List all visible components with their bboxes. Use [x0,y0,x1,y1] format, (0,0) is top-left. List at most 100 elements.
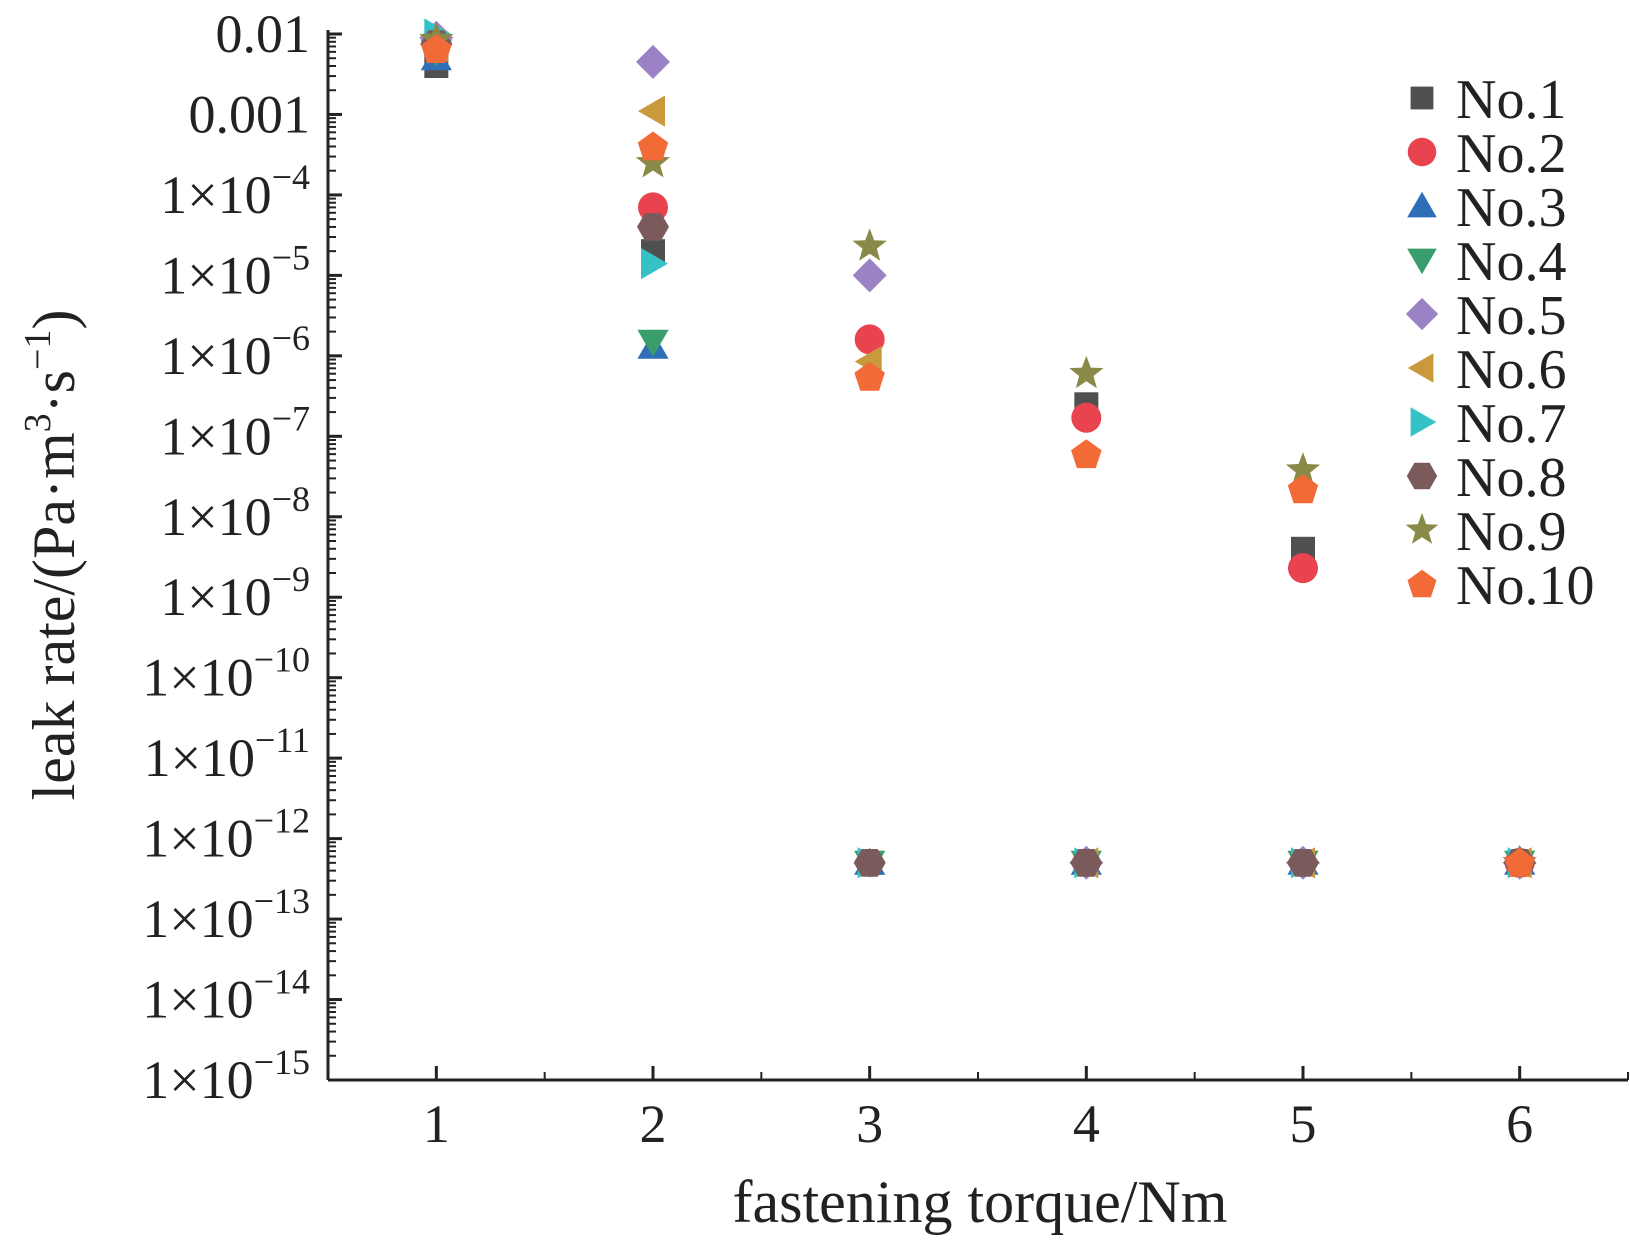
legend-label: No.5 [1456,285,1566,347]
y-axis-title-suffix: ) [21,310,87,330]
data-point [852,258,887,293]
series-9 [419,21,1537,878]
x-tick-label: 5 [1290,1094,1317,1154]
legend-marker [1406,462,1438,490]
data-point [1071,439,1102,469]
y-tick-label: 1×10−10 [142,640,310,708]
legend-entry: No.4 [1407,231,1566,293]
legend-marker [1407,191,1437,218]
legend-marker [1410,86,1434,110]
series-1 [424,54,1532,875]
legend-label: No.10 [1456,555,1594,617]
series-3 [420,43,1536,875]
y-tick-label: 0.001 [189,84,311,144]
data-point [638,95,665,127]
y-tick-label: 0.01 [216,4,311,64]
y-axis-title-sup2: −1 [17,330,59,370]
x-tick-label: 4 [1073,1094,1100,1154]
y-tick-label-base: 1×10 [144,728,255,788]
legend-entry: No.3 [1407,177,1566,239]
data-point [1285,452,1321,485]
legend-marker [1407,353,1434,383]
legend: No.1No.2No.3No.4No.5No.6No.7No.8No.9No.1… [1405,69,1594,617]
y-tick-label: 1×10−5 [160,237,310,305]
y-tick-label-exponent: −14 [254,962,310,1002]
y-tick-label: 1×10−14 [142,962,310,1030]
data-points [419,18,1537,880]
legend-marker [1405,297,1439,331]
legend-label: No.8 [1456,447,1566,509]
y-tick-label-base: 1×10 [142,648,253,708]
series-4 [420,39,1536,878]
legend-label: No.6 [1456,339,1566,401]
y-tick-label-exponent: −10 [254,640,310,680]
y-tick-label: 1×10−7 [160,398,310,466]
series-8 [420,30,1536,877]
legend-marker [1407,248,1437,275]
y-axis-title-mid: ·s [21,370,87,413]
y-tick-label-exponent: −8 [272,479,310,519]
data-point [635,144,671,178]
y-tick-label-base: 1×10 [142,889,253,949]
legend-marker [1410,407,1437,437]
legend-entry: No.5 [1405,285,1566,347]
y-axis-ticks: 0.010.0011×10−41×10−51×10−61×10−71×10−81… [142,4,342,1110]
y-tick-label-base: 1×10 [160,245,271,305]
data-point [637,131,669,161]
legend-label: No.7 [1456,393,1566,455]
data-point [636,44,670,79]
y-axis-title-sup1: 3 [17,413,59,432]
y-tick-label: 1×10−9 [160,559,310,627]
data-point [1287,849,1319,877]
legend-entry: No.1 [1410,69,1566,131]
data-point [1071,402,1102,433]
data-point [1504,847,1535,877]
legend-label: No.4 [1456,231,1566,293]
data-point [421,34,452,63]
y-tick-label-base: 1×10 [160,326,271,386]
y-tick-label-base: 1×10 [142,970,253,1030]
legend-label: No.3 [1456,177,1566,239]
legend-entry: No.8 [1406,447,1566,509]
data-point [1288,553,1318,584]
legend-entry: No.10 [1407,555,1594,617]
y-tick-label-exponent: −15 [254,1042,310,1082]
x-axis-ticks: 1 2 3 4 5 6 [423,1066,1629,1154]
series-6 [421,30,1532,879]
y-tick-label-exponent: −13 [254,881,310,921]
series-10 [421,34,1535,877]
data-point [637,213,669,241]
x-tick-label: 6 [1506,1094,1533,1154]
y-tick-label: 1×10−12 [142,801,310,869]
legend-entry: No.9 [1405,501,1566,563]
y-axis-title-prefix: leak rate/(Pa·m [21,432,87,800]
data-point [637,329,669,357]
y-tick-label-base: 1×10 [160,165,271,225]
x-tick-label: 2 [640,1094,667,1154]
y-tick-label-exponent: −11 [255,720,310,760]
y-tick-label: 1×10−11 [144,720,310,788]
data-point [1069,355,1104,389]
legend-entry: No.7 [1410,393,1566,455]
x-tick-label: 1 [423,1094,450,1154]
legend-marker [1407,569,1437,598]
y-tick-label-base: 1×10 [142,1050,253,1110]
data-point [852,228,887,261]
y-tick-label: 1×10−13 [142,881,310,949]
data-point [1070,849,1103,877]
y-tick-label-exponent: −5 [272,237,310,277]
series-7 [424,18,1535,879]
data-point [854,361,885,391]
y-tick-label-exponent: −4 [272,157,310,197]
x-tick-label: 3 [856,1094,883,1154]
legend-label: No.2 [1456,123,1566,185]
axes [326,30,1628,1082]
data-point [1287,474,1319,504]
legend-label: No.9 [1456,501,1566,563]
y-tick-label-base: 1×10 [142,809,253,869]
legend-entry: No.2 [1407,123,1566,185]
data-point [854,324,885,355]
y-tick-label-exponent: −9 [272,559,310,599]
legend-marker [1405,512,1439,544]
